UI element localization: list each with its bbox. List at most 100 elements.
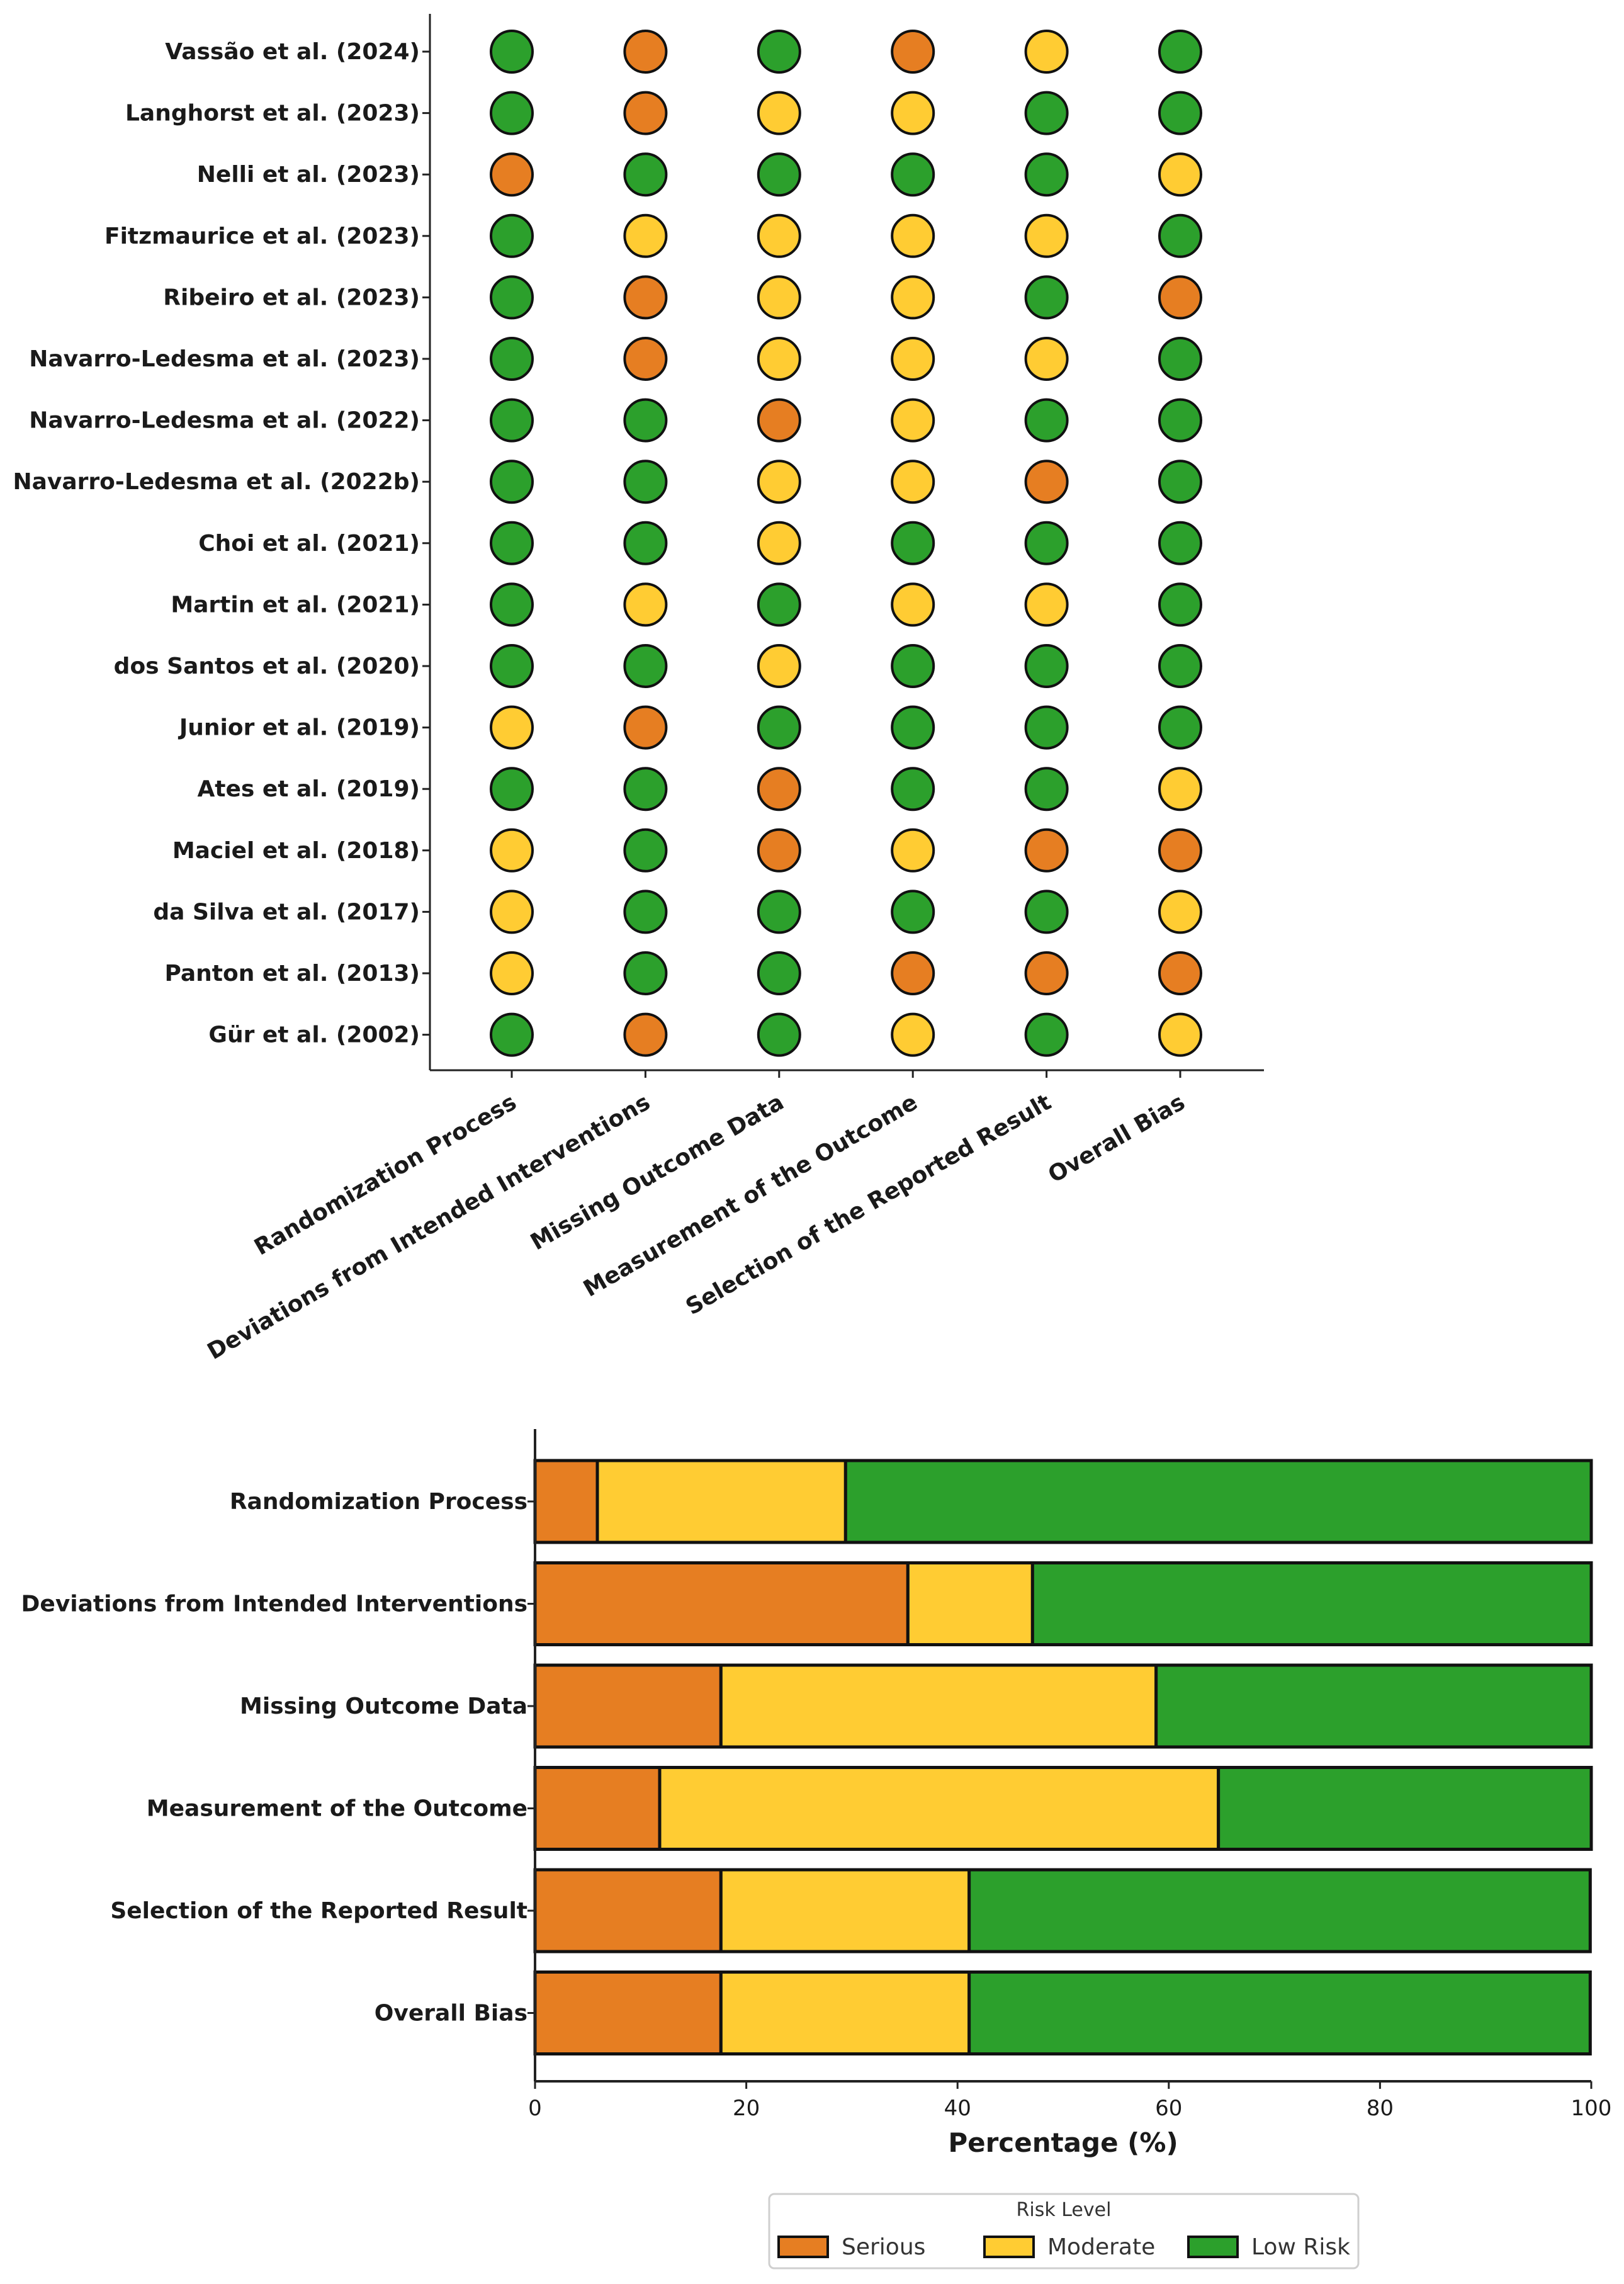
rating-dot-low — [757, 30, 801, 74]
rating-dot-low — [623, 460, 668, 504]
study-label-ribeiro-et-al-2023: Ribeiro et al. (2023) — [163, 285, 420, 310]
bar-segment-low-risk — [1217, 1766, 1593, 1851]
x-axis-title: Percentage (%) — [948, 2127, 1178, 2158]
rating-dot-low — [891, 644, 935, 688]
category-label-randomization-process: Randomization Process — [230, 1489, 527, 1515]
rating-dot-low — [891, 767, 935, 811]
rating-dot-low — [623, 644, 668, 688]
summary-bar-chart: Randomization Process Deviations from Int… — [21, 1429, 1612, 2270]
rating-dot-moderate — [891, 337, 935, 381]
rating-dot-moderate — [490, 828, 534, 873]
rating-dot-low — [1024, 275, 1069, 320]
study-label-nelli-et-al-2023: Nelli et al. (2023) — [197, 162, 420, 188]
study-label-choi-et-al-2021: Choi et al. (2021) — [198, 531, 420, 557]
bar-segment-moderate — [719, 1663, 1158, 1749]
bar-segment-serious — [533, 1663, 723, 1749]
rating-dot-moderate — [757, 521, 801, 565]
rating-dot-low — [1024, 705, 1069, 750]
rating-dot-low — [1024, 398, 1069, 443]
legend-swatch-low-risk — [1187, 2236, 1239, 2258]
study-label-langhorst-et-al-2023: Langhorst et al. (2023) — [125, 101, 420, 127]
rating-dot-low — [757, 890, 801, 934]
rating-dot-low — [490, 644, 534, 688]
bar-segment-serious — [533, 1459, 599, 1544]
rating-dot-low — [1024, 644, 1069, 688]
rating-dot-moderate — [1024, 213, 1069, 258]
study-label-fitzmaurice-et-al-2023: Fitzmaurice et al. (2023) — [104, 223, 420, 249]
rating-dot-serious — [623, 30, 668, 74]
rating-dot-low — [1158, 644, 1202, 688]
study-label-navarro-ledesma-et-al-2022b: Navarro-Ledesma et al. (2022b) — [13, 469, 420, 495]
rating-dot-moderate — [1158, 767, 1202, 811]
bar-segment-moderate — [906, 1561, 1034, 1646]
rating-dot-low — [757, 1012, 801, 1057]
study-label-dos-santos-et-al-2020: dos Santos et al. (2020) — [114, 653, 420, 679]
rating-dot-moderate — [623, 582, 668, 627]
rating-dot-low — [1158, 460, 1202, 504]
rating-dot-moderate — [757, 275, 801, 320]
rating-dot-moderate — [1024, 582, 1069, 627]
bar-segment-moderate — [658, 1766, 1221, 1851]
rating-dot-low — [490, 337, 534, 381]
rating-dot-moderate — [490, 705, 534, 750]
rating-dot-low — [490, 398, 534, 443]
rating-dot-moderate — [757, 644, 801, 688]
rating-dot-low — [490, 275, 534, 320]
rating-dot-low — [1158, 91, 1202, 135]
bar-segment-serious — [533, 1970, 723, 2055]
traffic-light-chart: Vassão et al. (2024) Langhorst et al. (20… — [13, 14, 1264, 1365]
x-tick-label: 0 — [528, 2096, 542, 2121]
study-label-panton-et-al-2013: Panton et al. (2013) — [164, 961, 420, 987]
study-label-vass-o-et-al-2024: Vassão et al. (2024) — [165, 39, 420, 65]
rating-dot-moderate — [891, 91, 935, 135]
rating-dot-low — [891, 705, 935, 750]
rating-dot-serious — [623, 1012, 668, 1057]
rating-dot-moderate — [891, 582, 935, 627]
category-label-missing-outcome-data: Missing Outcome Data — [240, 1693, 527, 1719]
bar-segment-serious — [533, 1561, 910, 1646]
study-label-martin-et-al-2021: Martin et al. (2021) — [171, 592, 420, 618]
study-label-junior-et-al-2019: Junior et al. (2019) — [178, 715, 420, 741]
rating-dot-serious — [1024, 828, 1069, 873]
x-tick-label: 100 — [1571, 2096, 1612, 2121]
bar-segment-low-risk — [1154, 1663, 1593, 1749]
study-label-navarro-ledesma-et-al-2022: Navarro-Ledesma et al. (2022) — [29, 408, 420, 434]
rating-dot-low — [891, 152, 935, 197]
rating-dot-low — [891, 890, 935, 934]
study-label-ates-et-al-2019: Ates et al. (2019) — [197, 776, 420, 802]
rating-dot-low — [623, 398, 668, 443]
rating-dot-low — [490, 213, 534, 258]
bar-segment-low-risk — [843, 1459, 1593, 1544]
rating-dot-low — [1024, 91, 1069, 135]
rating-dot-serious — [757, 767, 801, 811]
rating-dot-moderate — [891, 213, 935, 258]
rating-dot-low — [1158, 337, 1202, 381]
bar-segment-low-risk — [967, 1970, 1592, 2055]
rating-dot-serious — [1024, 460, 1069, 504]
domain-label-missing-outcome-data: Missing Outcome Data — [526, 1089, 788, 1255]
study-label-navarro-ledesma-et-al-2023: Navarro-Ledesma et al. (2023) — [29, 346, 420, 372]
legend-label-low-risk: Low Risk — [1251, 2234, 1350, 2260]
domain-label-randomization-process: Randomization Process — [250, 1089, 521, 1260]
rating-dot-low — [1158, 30, 1202, 74]
domain-label-overall-bias: Overall Bias — [1044, 1089, 1189, 1188]
bar-segment-moderate — [719, 1868, 971, 1953]
rating-dot-serious — [623, 91, 668, 135]
rating-dot-moderate — [1024, 30, 1069, 74]
rating-dot-low — [1158, 213, 1202, 258]
bar-segment-serious — [533, 1766, 662, 1851]
category-label-overall-bias: Overall Bias — [375, 2001, 527, 2027]
rating-dot-low — [623, 828, 668, 873]
rating-dot-low — [490, 521, 534, 565]
bar-segment-low-risk — [967, 1868, 1592, 1953]
rating-dot-moderate — [1158, 152, 1202, 197]
bar-segment-serious — [533, 1868, 723, 1953]
rating-dot-low — [623, 767, 668, 811]
x-tick-label: 80 — [1367, 2096, 1394, 2121]
rating-dot-low — [623, 521, 668, 565]
x-tick-label: 60 — [1155, 2096, 1182, 2121]
rating-dot-low — [1158, 582, 1202, 627]
rating-dot-low — [490, 91, 534, 135]
rating-dot-serious — [757, 828, 801, 873]
